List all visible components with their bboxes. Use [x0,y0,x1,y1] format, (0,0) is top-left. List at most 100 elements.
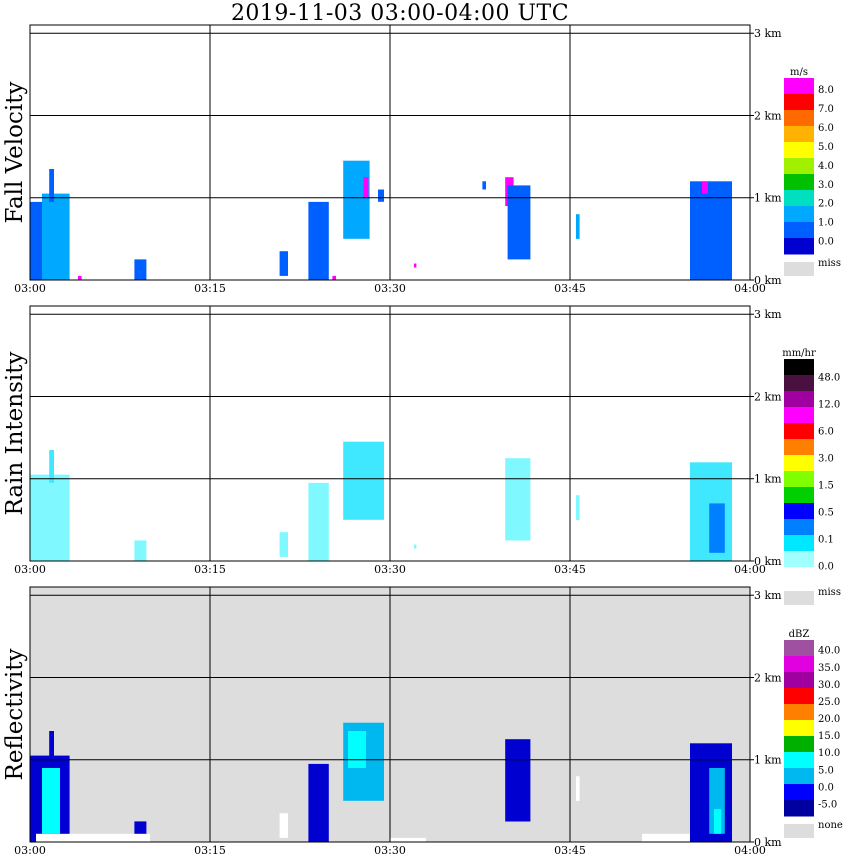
colorbar-label: 0.0 [818,237,834,248]
echo-cell [414,544,417,549]
colorbar-label: 15.0 [818,731,840,742]
x-tick-label: 03:30 [374,844,406,857]
colorbar-label: 48.0 [818,373,840,384]
echo-cell [576,214,580,239]
panel-frame [29,305,751,562]
colorbar-missing-swatch [784,824,814,838]
echo-cell [378,189,384,202]
colorbar-label: 20.0 [818,714,840,725]
echo-cell [36,833,150,842]
x-tick-label: 03:30 [374,282,406,295]
colorbar-swatch [784,359,814,376]
colorbar-label: 40.0 [818,646,840,657]
colorbar-swatch [784,487,814,504]
colorbar-swatch [784,567,814,584]
x-tick-label: 03:15 [194,563,226,576]
echo-cell [576,776,580,801]
echo-cell [576,495,580,520]
colorbar-swatch [784,672,814,689]
colorbar-label: 0.0 [818,562,834,573]
colorbar-swatch [784,503,814,520]
colorbar-label: miss [818,258,841,269]
altitude-tick-label: 1 km [754,473,782,486]
colorbar-label: 30.0 [818,680,840,691]
x-tick-label: 04:00 [734,563,766,576]
colorbar-swatch [784,158,814,175]
echo-cell [279,251,288,276]
colorbar-swatch [784,423,814,440]
colorbar-swatch [784,800,814,817]
colorbar-label: 2.0 [818,199,834,210]
colorbar-swatch [784,126,814,143]
panel-frame [29,24,751,281]
panel-ylabel: Reflectivity [2,649,28,781]
colorbar-label: 3.0 [818,454,834,465]
echo-cell [390,837,426,842]
colorbar-label: 6.0 [818,123,834,134]
x-tick-label: 03:00 [14,563,46,576]
colorbar-swatch [784,391,814,408]
echo-cell [414,263,417,268]
x-tick-label: 03:45 [554,844,586,857]
echo-cell [348,731,366,768]
x-tick-label: 03:00 [14,282,46,295]
echo-cell [343,441,384,520]
altitude-tick-label: 3 km [754,27,782,40]
colorbar-missing-swatch [784,591,814,605]
colorbar-label: none [818,820,843,831]
echo-cell [702,181,708,194]
x-tick-label: 03:15 [194,844,226,857]
colorbar-swatch [784,471,814,488]
colorbar-swatch [784,78,814,95]
altitude-tick-label: 0 km [754,836,782,849]
colorbar-label: 0.5 [818,508,834,519]
colorbar-label: 3.0 [818,180,834,191]
altitude-tick-label: 2 km [754,109,782,122]
echo-cell [690,181,732,280]
colorbar-label: 25.0 [818,697,840,708]
colorbar-label: 7.0 [818,104,834,115]
colorbar-swatch [784,768,814,785]
echo-cell [30,474,70,561]
colorbar-swatch [784,752,814,769]
echo-cell [49,169,54,202]
colorbar-swatch [784,535,814,552]
echo-cell [134,259,147,280]
colorbar-label: 0.0 [818,782,834,793]
altitude-tick-label: 2 km [754,671,782,684]
x-tick-label: 03:15 [194,282,226,295]
colorbar-label: 1.5 [818,481,834,492]
altitude-tick-label: 2 km [754,390,782,403]
altitude-tick-label: 0 km [754,555,782,568]
colorbar-swatch [784,688,814,705]
colorbar-swatch [784,720,814,737]
x-tick-label: 04:00 [734,282,766,295]
colorbar-swatch [784,640,814,657]
colorbar-label: -5.0 [818,800,837,811]
colorbar-swatch [784,784,814,801]
x-tick-label: 03:45 [554,563,586,576]
echo-cell [279,813,288,838]
colorbar-swatch [784,222,814,239]
colorbar-unit: dBZ [789,629,810,640]
echo-cell [134,540,147,561]
echo-cell [42,193,70,280]
colorbar-label: miss [818,587,841,598]
echo-cell [308,763,329,842]
colorbar-label: 6.0 [818,427,834,438]
echo-cell [482,181,486,190]
echo-cell [49,450,54,483]
echo-cell [642,833,690,842]
colorbar-swatch [784,174,814,191]
colorbar-label: 5.0 [818,765,834,776]
colorbar-swatch [784,519,814,536]
colorbar-label: 12.0 [818,400,840,411]
colorbar-swatch [784,439,814,456]
colorbar-unit: m/s [790,67,808,78]
colorbar-swatch [784,407,814,424]
echo-cell [505,739,531,822]
panel-ylabel: Fall Velocity [2,82,28,224]
altitude-tick-label: 3 km [754,589,782,602]
echo-cell [505,458,531,541]
echo-cell [279,532,288,557]
